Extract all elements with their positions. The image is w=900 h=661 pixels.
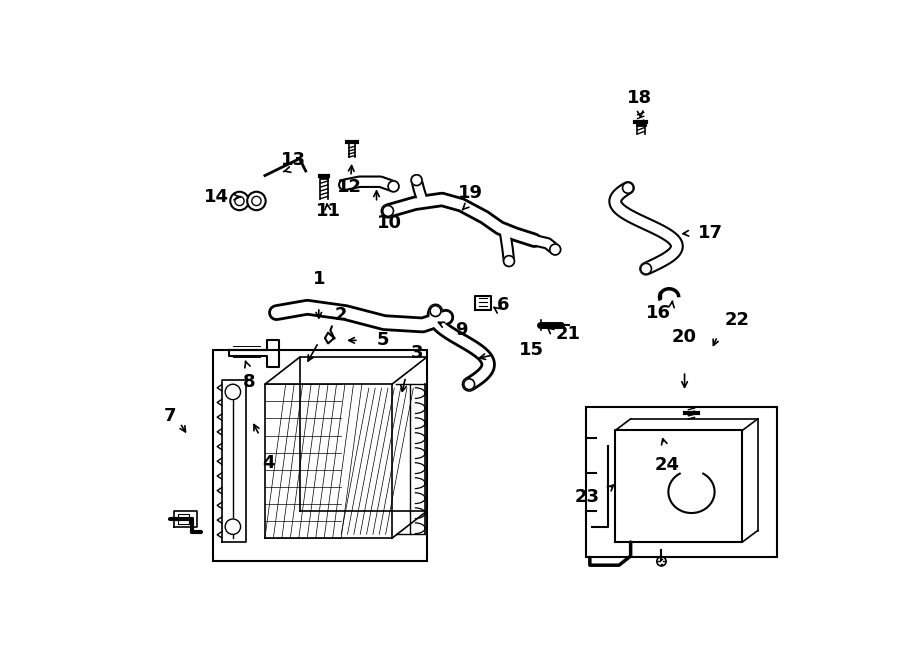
Text: 17: 17 bbox=[698, 223, 724, 241]
Text: 24: 24 bbox=[655, 456, 680, 474]
Text: 19: 19 bbox=[458, 184, 483, 202]
Bar bbox=[212, 350, 427, 561]
Text: 1: 1 bbox=[312, 270, 325, 288]
Circle shape bbox=[623, 182, 634, 193]
Text: 3: 3 bbox=[411, 344, 424, 362]
Circle shape bbox=[252, 196, 261, 206]
Circle shape bbox=[388, 181, 399, 192]
Text: 5: 5 bbox=[376, 331, 389, 350]
Text: 2: 2 bbox=[334, 306, 346, 324]
Text: 20: 20 bbox=[672, 328, 698, 346]
Text: 6: 6 bbox=[498, 296, 509, 314]
Text: 15: 15 bbox=[519, 340, 544, 358]
Text: 7: 7 bbox=[164, 407, 176, 425]
Text: 4: 4 bbox=[263, 453, 275, 471]
Circle shape bbox=[641, 263, 652, 274]
Text: 14: 14 bbox=[203, 188, 229, 206]
Circle shape bbox=[504, 256, 515, 266]
Circle shape bbox=[235, 196, 244, 206]
Text: 18: 18 bbox=[627, 89, 652, 107]
Text: 10: 10 bbox=[376, 214, 401, 231]
Text: 11: 11 bbox=[316, 202, 341, 220]
Text: 12: 12 bbox=[338, 178, 362, 196]
Circle shape bbox=[248, 192, 266, 210]
Circle shape bbox=[464, 379, 474, 389]
Circle shape bbox=[411, 175, 422, 186]
Circle shape bbox=[225, 519, 240, 534]
Text: 9: 9 bbox=[455, 321, 468, 339]
Text: 16: 16 bbox=[645, 303, 670, 322]
Circle shape bbox=[382, 206, 393, 216]
Text: 13: 13 bbox=[281, 151, 306, 169]
Circle shape bbox=[225, 384, 240, 400]
Circle shape bbox=[230, 192, 248, 210]
Circle shape bbox=[550, 244, 561, 255]
Text: 21: 21 bbox=[555, 325, 580, 343]
Text: 8: 8 bbox=[243, 373, 256, 391]
Circle shape bbox=[430, 305, 441, 317]
Bar bbox=[586, 407, 777, 557]
Text: 23: 23 bbox=[575, 488, 599, 506]
Text: 22: 22 bbox=[724, 311, 750, 329]
